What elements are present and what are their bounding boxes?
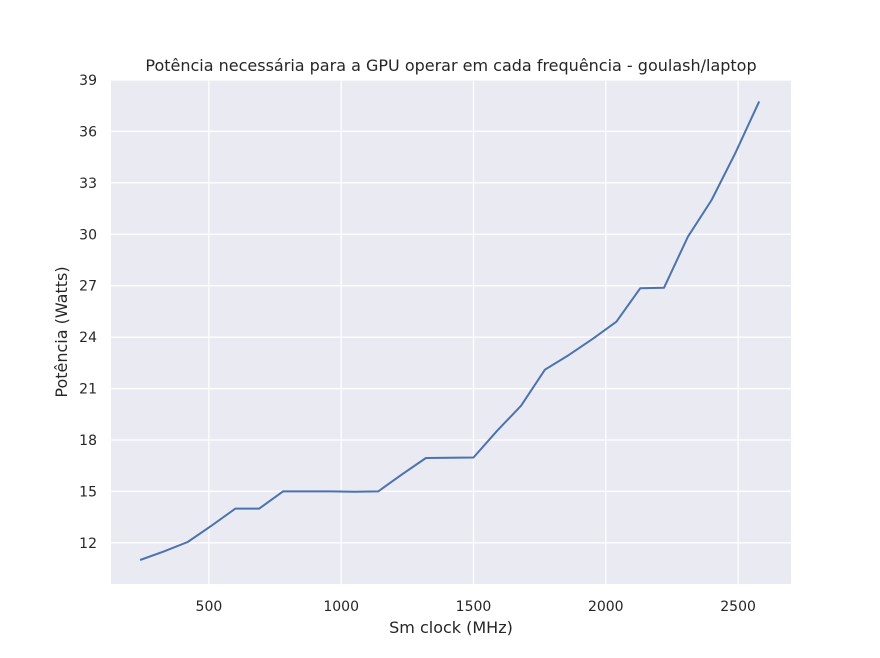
series-line xyxy=(139,100,761,561)
series-layer xyxy=(139,100,761,561)
y-tick-label: 18 xyxy=(79,433,97,449)
y-tick-label: 12 xyxy=(79,536,97,552)
y-tick-label: 30 xyxy=(79,227,97,243)
chart-title: Potência necessária para a GPU operar em… xyxy=(145,56,756,75)
y-tick-label: 21 xyxy=(79,382,97,398)
y-tick-label: 15 xyxy=(79,484,97,500)
y-tick-label: 39 xyxy=(79,73,97,89)
y-axis-label: Potência (Watts) xyxy=(52,266,71,397)
x-tick-label: 1000 xyxy=(323,599,359,615)
x-tick-label: 500 xyxy=(196,599,223,615)
y-tick-label: 24 xyxy=(79,330,97,346)
x-tick-label: 1500 xyxy=(456,599,492,615)
x-tick-label: 2000 xyxy=(588,599,624,615)
x-axis-label: Sm clock (MHz) xyxy=(389,618,513,637)
grid-lines xyxy=(111,79,791,584)
tick-labels: 500 1000 1500 2000 2500 12 15 18 21 24 27 30 33 36 39 xyxy=(79,73,756,615)
plot-area xyxy=(111,80,791,584)
y-tick-label: 33 xyxy=(79,176,97,192)
x-tick-label: 2500 xyxy=(720,599,756,615)
y-tick-label: 36 xyxy=(79,124,97,140)
y-tick-label: 27 xyxy=(79,279,97,295)
